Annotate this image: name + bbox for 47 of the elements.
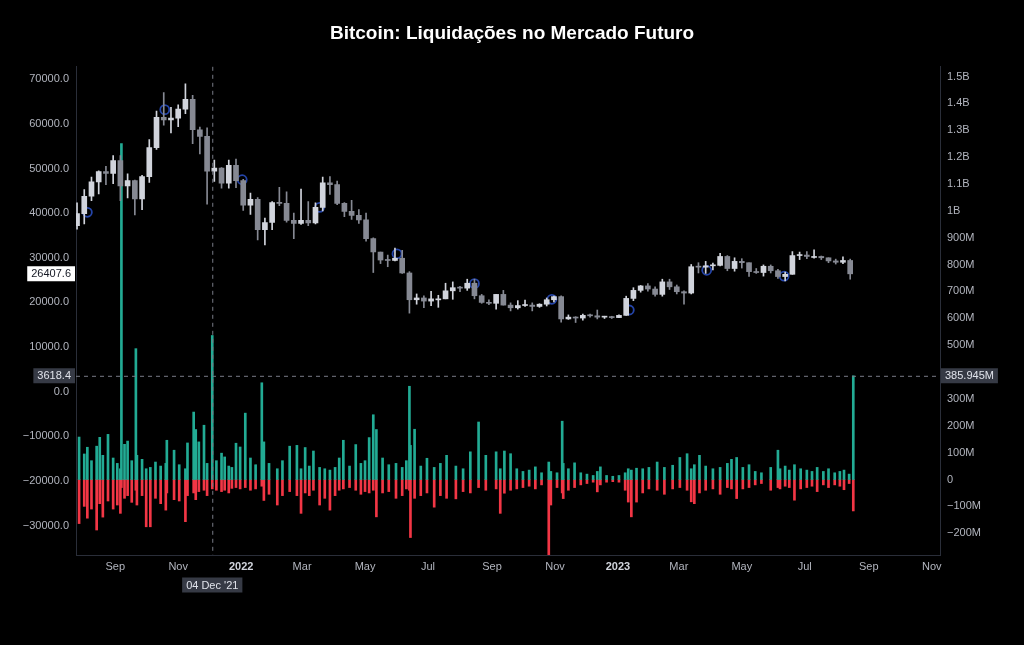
x-tick-label: May [731, 559, 753, 572]
text: 3618.4 [37, 369, 72, 382]
y2-tick-label: −100M [947, 499, 981, 512]
chart-title: Bitcoin: Liquidações no Mercado Futuro [329, 21, 695, 43]
y2-tick-label: 1B [947, 203, 961, 216]
x-tick-label: Sep [482, 559, 502, 572]
y-tick-label: −30000.0 [22, 518, 69, 531]
x-tick-label: Nov [168, 559, 189, 572]
y-tick-label: 50000.0 [29, 161, 69, 174]
y-tick-label: 60000.0 [29, 116, 69, 129]
y2-tick-label: 800M [947, 257, 975, 270]
x-tick-label: Jul [420, 559, 436, 572]
y2-tick-label: 300M [947, 391, 975, 404]
x-tick-label: May [354, 559, 376, 572]
y-tick-label: −10000.0 [22, 429, 69, 442]
x-tick-label: Jul [797, 559, 812, 572]
y2-tick-label: 1.1B [947, 176, 970, 189]
y2-tick-label: 700M [947, 284, 975, 297]
y-tick-label: 40000.0 [29, 206, 69, 219]
x-tick-label: Nov [921, 559, 943, 572]
y-tick-label: 20000.0 [29, 295, 69, 308]
y2-tick-label: 1.3B [947, 123, 970, 136]
y2-tick-label: 900M [947, 230, 975, 243]
y-tick-label: 10000.0 [29, 340, 69, 353]
x-tick-label: 2022 [228, 559, 254, 572]
x-tick-label: 2023 [605, 559, 631, 572]
x-tick-label: Mar [669, 559, 689, 572]
x-tick-label: Sep [105, 559, 126, 572]
y2-tick-label: 0 [947, 472, 954, 485]
y2-tick-label: 1.4B [947, 96, 970, 109]
y2-tick-label: 1.5B [947, 69, 970, 82]
y-tick-label: −20000.0 [22, 473, 69, 486]
y-tick-label: 70000.0 [29, 72, 69, 85]
x-tick-label: Sep [858, 559, 879, 572]
text: 26407.6 [31, 267, 71, 280]
x-tick-label: Nov [545, 559, 566, 572]
y2-tick-label: 500M [947, 338, 975, 351]
y2-tick-label: −200M [947, 526, 981, 539]
ref-line-label: 385.945M [945, 369, 994, 382]
y2-tick-label: 1.2B [947, 150, 970, 163]
y-tick-label: 30000.0 [29, 250, 69, 263]
y2-tick-label: 600M [947, 311, 975, 324]
y2-tick-label: 100M [947, 445, 975, 458]
y-tick-label: 0.0 [53, 384, 69, 397]
ref-line-label: 04 Dec '21 [186, 578, 239, 591]
y2-tick-label: 200M [947, 418, 975, 431]
x-tick-label: Mar [292, 559, 312, 572]
